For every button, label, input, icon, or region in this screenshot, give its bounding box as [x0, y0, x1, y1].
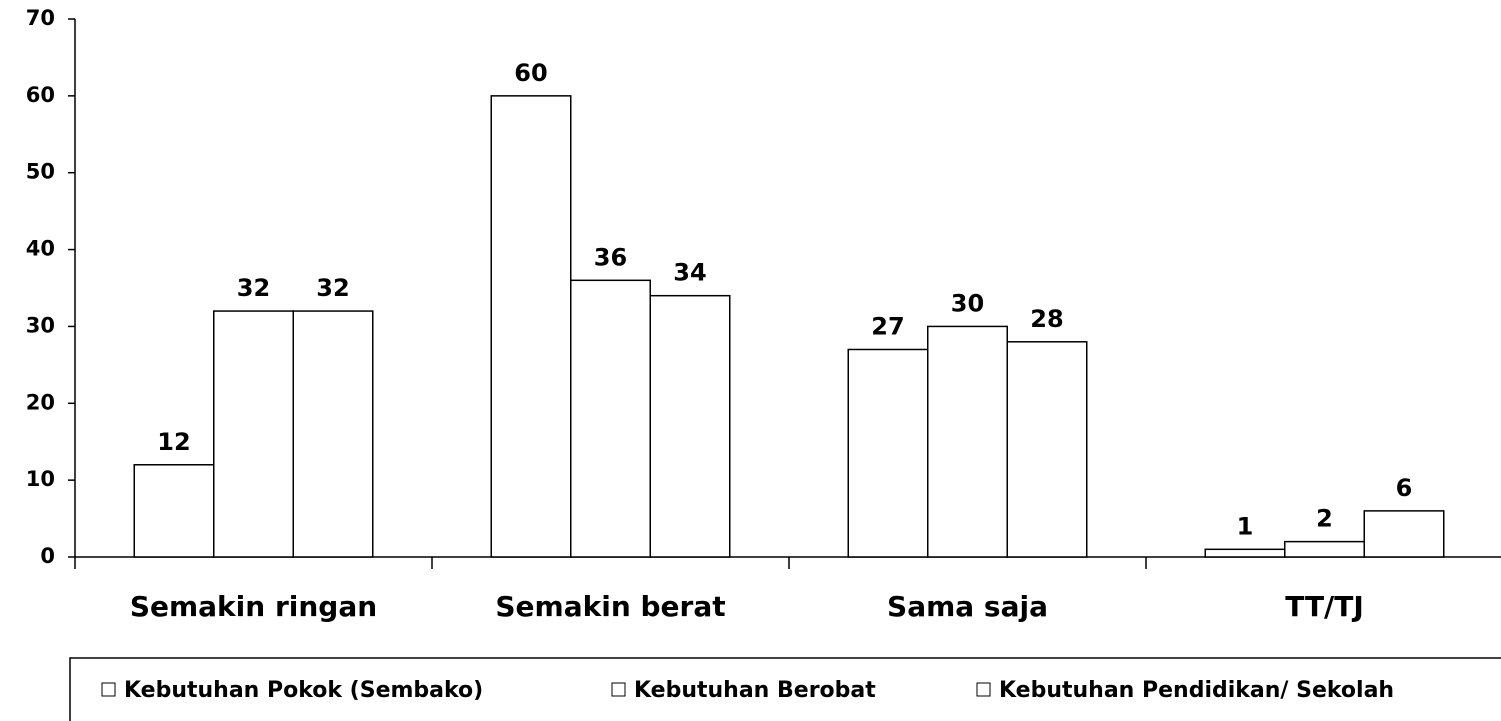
bar [213, 310, 294, 558]
value-label: 1 [1237, 512, 1254, 540]
value-label: 30 [951, 289, 984, 317]
y-tick-label: 70 [26, 6, 55, 30]
y-tick-label: 30 [26, 313, 55, 337]
x-tick-label: Semakin berat [495, 590, 725, 623]
bar [1006, 341, 1088, 558]
value-label: 6 [1396, 474, 1413, 502]
value-label: 32 [237, 274, 270, 302]
value-label: 34 [673, 259, 706, 287]
legend-box [69, 657, 1501, 721]
x-tick-label: Semakin ringan [130, 590, 377, 623]
bar [649, 294, 731, 558]
bar [490, 95, 572, 558]
bar [570, 279, 651, 558]
value-label: 32 [316, 274, 349, 302]
y-tick-label: 60 [26, 83, 55, 107]
y-tick-label: 20 [26, 390, 55, 414]
bar [927, 325, 1008, 558]
legend-label: Kebutuhan Pendidikan/ Sekolah [999, 678, 1394, 703]
value-label: 28 [1030, 305, 1063, 333]
legend-label: Kebutuhan Pokok (Sembako) [124, 678, 483, 703]
bar [1284, 540, 1365, 558]
value-label: 36 [594, 243, 627, 271]
value-label: 2 [1316, 505, 1333, 533]
bar [133, 464, 215, 558]
legend-marker [611, 682, 626, 697]
value-label: 27 [871, 312, 904, 340]
legend-marker [101, 682, 116, 697]
y-tick-label: 10 [26, 467, 55, 491]
x-tick-label: Sama saja [887, 590, 1048, 623]
y-tick-label: 0 [40, 544, 55, 568]
value-label: 60 [514, 59, 547, 87]
y-tick-label: 50 [26, 160, 55, 184]
bar [1363, 510, 1445, 558]
legend-marker [976, 682, 991, 697]
bar [847, 348, 929, 558]
bar [1204, 548, 1286, 558]
x-tick-label: TT/TJ [1285, 590, 1364, 623]
value-label: 12 [157, 428, 190, 456]
legend-label: Kebutuhan Berobat [634, 678, 876, 703]
y-tick-label: 40 [26, 237, 55, 261]
bar [292, 310, 374, 558]
